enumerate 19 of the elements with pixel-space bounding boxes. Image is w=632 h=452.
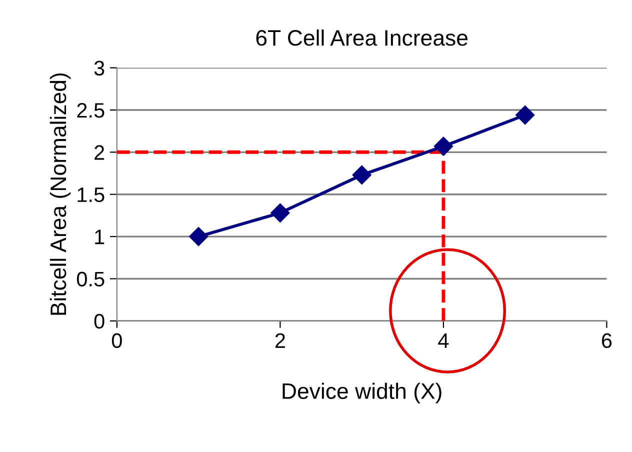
point [270,203,290,222]
x-axis-title: Device width (X) [282,382,442,404]
point [189,227,208,246]
y-tick-label: 0.5 [76,272,104,286]
chart-title: 6T Cell Area Increase [256,29,468,46]
point [352,165,372,184]
x-tick-label: 0 [112,333,122,348]
x-tick-label: 2 [275,333,285,348]
y-axis-title: Bitcell Area (Normalized) [50,73,71,315]
x-tick-label: 4 [438,333,449,348]
y-tick-label: 2.5 [77,102,104,118]
y-tick-label: 0 [94,314,104,329]
x-tick-label: 6 [602,333,612,348]
y-tick-label: 1.5 [78,188,104,202]
point [516,106,535,125]
point [434,136,453,156]
y-tick-label: 1 [95,230,104,244]
y-tick-label: 3 [94,60,104,76]
y-tick-label: 2 [94,145,104,160]
